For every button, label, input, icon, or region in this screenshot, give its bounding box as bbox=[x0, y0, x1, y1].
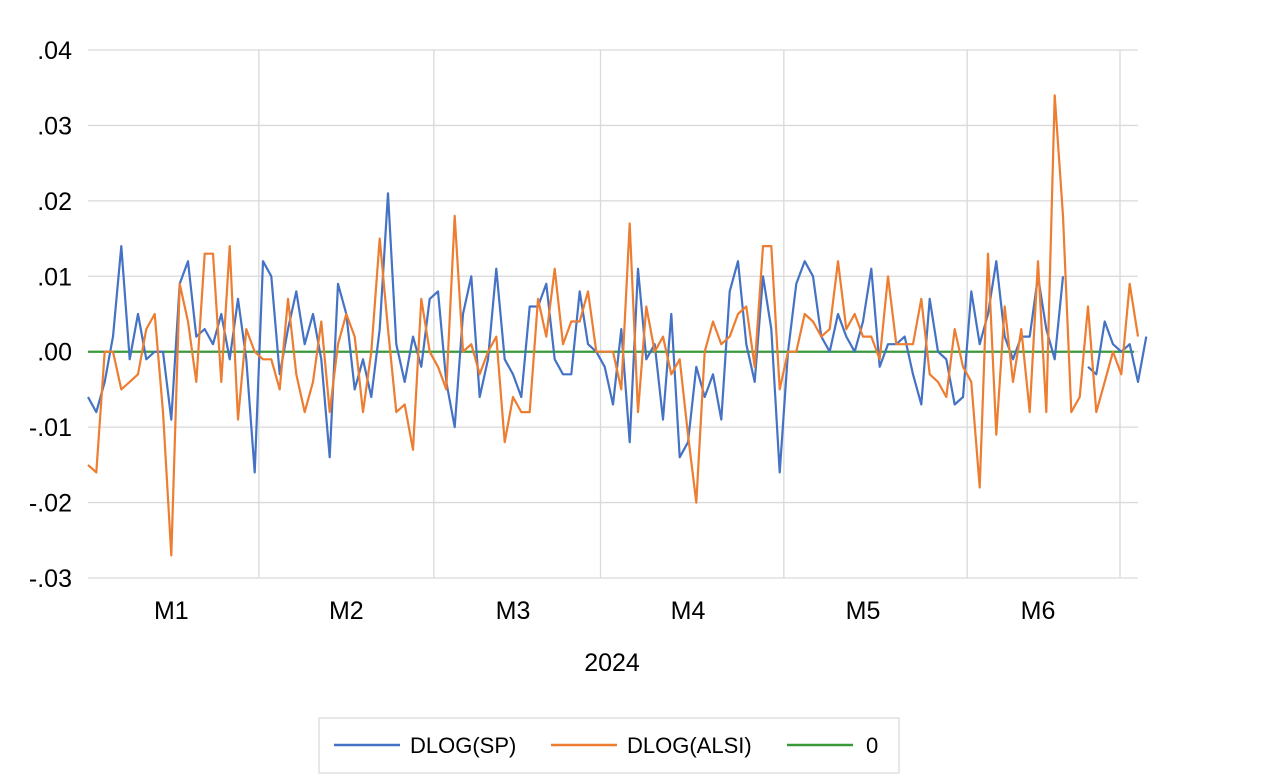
series-line-dlog-alsi bbox=[87, 94, 1140, 557]
x-axis-ticks: M1 M2 M3 M4 M5 M6 bbox=[154, 597, 1055, 625]
y-tick-label: -.02 bbox=[29, 490, 72, 518]
x-tick-label: M5 bbox=[846, 597, 881, 625]
y-tick-label: .00 bbox=[37, 339, 72, 367]
y-tick-label: .03 bbox=[37, 112, 72, 140]
y-axis-ticks: .04 .03 .02 .01 .00 -.01 -.02 -.03 bbox=[29, 37, 72, 593]
legend: DLOG(SP) DLOG(ALSI) 0 bbox=[318, 717, 900, 774]
x-tick-label: M1 bbox=[154, 597, 189, 625]
x-axis-year-label: 2024 bbox=[584, 649, 640, 677]
legend-label: 0 bbox=[866, 733, 878, 758]
legend-item-dlog-sp: DLOG(SP) bbox=[334, 733, 516, 758]
x-tick-label: M2 bbox=[329, 597, 364, 625]
series-line-dlog-sp bbox=[87, 192, 1148, 474]
y-tick-label: -.01 bbox=[29, 414, 72, 442]
legend-label: DLOG(SP) bbox=[410, 733, 516, 758]
x-tick-label: M6 bbox=[1021, 597, 1056, 625]
y-tick-label: -.03 bbox=[29, 565, 72, 593]
legend-item-zero: 0 bbox=[787, 733, 878, 758]
y-tick-label: .01 bbox=[37, 263, 72, 291]
x-tick-label: M4 bbox=[671, 597, 706, 625]
grid bbox=[88, 49, 1138, 579]
legend-item-dlog-alsi: DLOG(ALSI) bbox=[551, 733, 752, 758]
y-tick-label: .04 bbox=[37, 37, 72, 65]
y-tick-label: .02 bbox=[37, 188, 72, 216]
series-lines bbox=[87, 94, 1148, 557]
legend-label: DLOG(ALSI) bbox=[627, 733, 752, 758]
x-tick-label: M3 bbox=[496, 597, 531, 625]
